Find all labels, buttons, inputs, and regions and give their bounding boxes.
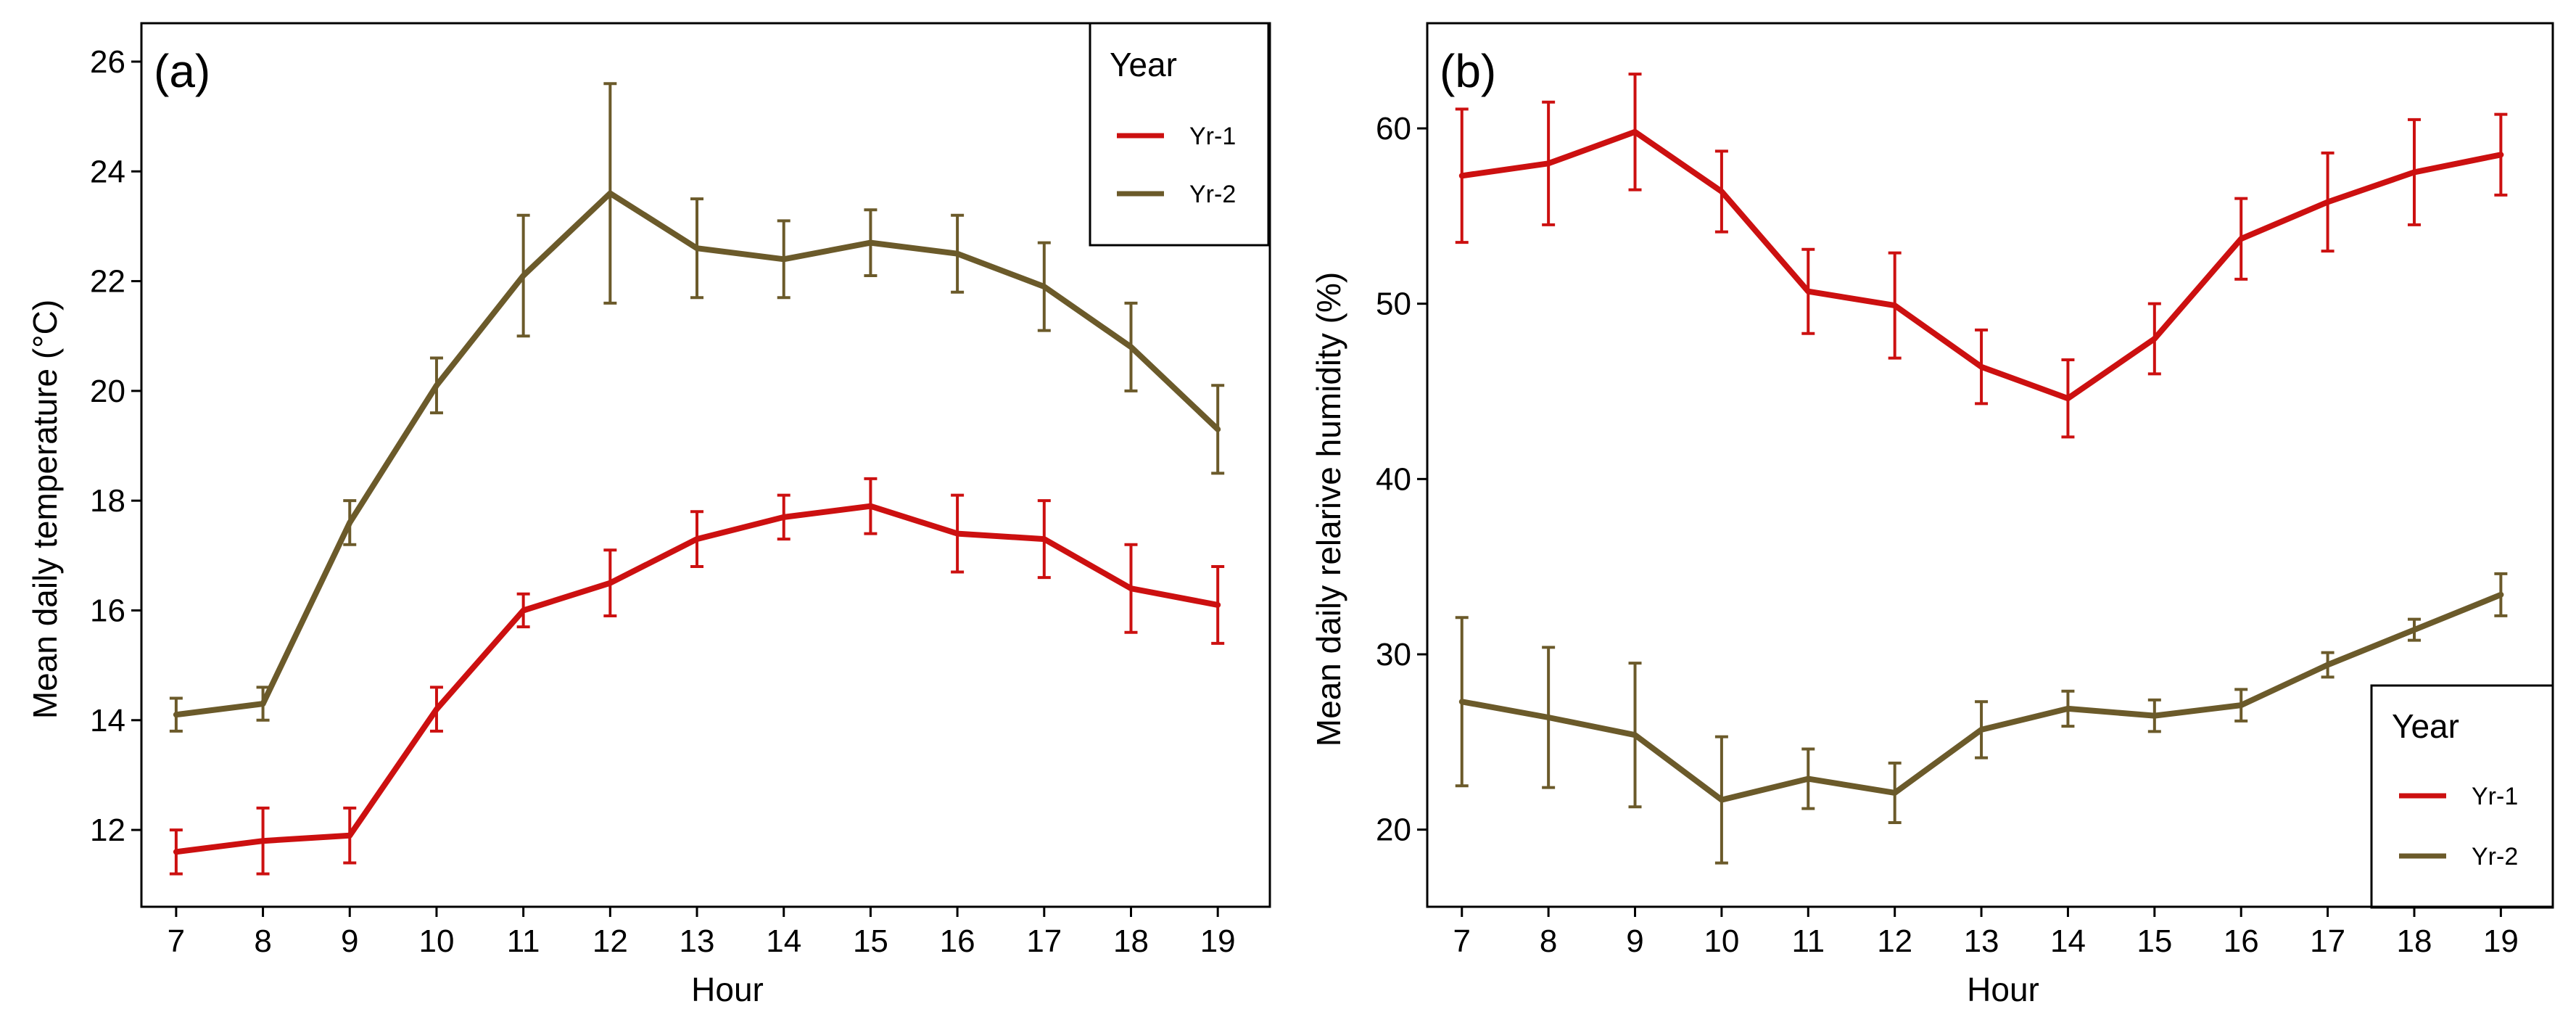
panel-a-x-tick-label: 8 xyxy=(254,923,271,959)
panel-b-legend-title: Year xyxy=(2392,707,2459,745)
panel-a-x-tick-label: 15 xyxy=(853,923,888,959)
panel-a-y-axis-title: Mean daily temperature (°C) xyxy=(26,300,64,719)
panel-a-legend: Year Yr-1 Yr-2 xyxy=(1089,22,1270,247)
panel-b-x-tick-label: 16 xyxy=(2224,923,2259,959)
panel-b-label: (b) xyxy=(1440,45,1496,97)
panel-a-y-tick-label: 12 xyxy=(90,812,125,848)
panel-a-x-tick-label: 13 xyxy=(680,923,715,959)
panel-a-x-tick-label: 16 xyxy=(940,923,975,959)
panel-b-yr2-series xyxy=(1455,572,2508,865)
panel-b-x-tick-label: 15 xyxy=(2137,923,2172,959)
panel-b-plot: 7 8 9 10 11 12 13 14 15 16 17 18 19 20 30 40 50 60 xyxy=(1376,22,2554,959)
panel-b-y-tick-label: 20 xyxy=(1376,812,1411,848)
panel-b-x-tick-label: 17 xyxy=(2310,923,2345,959)
panel-a-x-tick-label: 11 xyxy=(507,923,540,959)
panel-b-x-tick-label: 7 xyxy=(1453,923,1471,959)
panel-b-x-tick-label: 18 xyxy=(2397,923,2432,959)
panel-b-x-tick-label: 10 xyxy=(1704,923,1739,959)
panel-b-y-axis-title: Mean daily relarive humidity (%) xyxy=(1310,272,1347,746)
panel-b-yr1-line xyxy=(1458,128,2504,402)
panel-a-x-tick-label: 7 xyxy=(168,923,185,959)
panel-a-y-tick-label: 14 xyxy=(90,703,125,738)
panel-b-x-tick-label: 12 xyxy=(1877,923,1912,959)
panel-b-plot-frame xyxy=(1426,22,2554,908)
panel-b-y-tick-label: 30 xyxy=(1376,637,1411,672)
panel-b-legend: Year Yr-1 Yr-2 xyxy=(2370,684,2554,909)
panel-a-x-tick-label: 9 xyxy=(341,923,358,959)
panel-a-x-tick-label: 19 xyxy=(1200,923,1236,959)
panel-a-y-tick-label: 20 xyxy=(90,374,125,409)
panel-a-label: (a) xyxy=(154,45,210,97)
panel-b-y-tick-label: 60 xyxy=(1376,111,1411,147)
panel-a-y-tick-label: 26 xyxy=(90,44,125,80)
panel-a-yr1-line xyxy=(173,503,1221,855)
panel-a-y-tick-label: 18 xyxy=(90,483,125,519)
panel-a-x-axis-title: Hour xyxy=(691,971,764,1008)
panel-b-x-tick-label: 14 xyxy=(2050,923,2086,959)
panel-b-x-axis-title: Hour xyxy=(1967,971,2039,1008)
panel-a-legend-title: Year xyxy=(1110,46,1177,83)
panel-a-x-tick-label: 14 xyxy=(766,923,801,959)
plot-layer: 7 8 9 10 11 12 13 14 15 16 17 18 1912141618202224267… xyxy=(90,22,2554,959)
panel-a-legend-label-yr1: Yr-1 xyxy=(1189,123,1236,150)
panel-b-x-tick-label: 8 xyxy=(1540,923,1557,959)
panel-a-yr2-line xyxy=(173,190,1221,718)
panel-a-x-tick-label: 18 xyxy=(1113,923,1149,959)
panel-b-x-tick-label: 11 xyxy=(1791,923,1825,959)
panel-a-x-tick-label: 12 xyxy=(593,923,628,959)
panel-a-yr2-series xyxy=(169,82,1225,733)
panel-a-plot: 7 8 9 10 11 12 13 14 15 16 17 18 19 12 14 16 18 20 22 24 26 xyxy=(90,22,1271,959)
panel-b-x-tick-label: 19 xyxy=(2483,923,2519,959)
panel-a-y-tick-label: 24 xyxy=(90,154,125,189)
panel-b-y-tick-label: 40 xyxy=(1376,461,1411,497)
panel-b-legend-label-yr2: Yr-2 xyxy=(2472,843,2518,871)
panel-a-x-tick-label: 17 xyxy=(1026,923,1062,959)
panel-b-y-tick-label: 50 xyxy=(1376,287,1411,322)
panel-a-y-tick-label: 22 xyxy=(90,264,125,300)
panel-b-x-tick-label: 13 xyxy=(1964,923,1999,959)
panel-a-x-tick-label: 10 xyxy=(418,923,454,959)
panel-a-y-tick-label: 16 xyxy=(90,593,125,628)
panel-b-x-tick-label: 9 xyxy=(1626,923,1643,959)
panel-a-legend-label-yr2: Yr-2 xyxy=(1189,181,1236,208)
panel-b-legend-label-yr1: Yr-1 xyxy=(2472,783,2518,810)
panel-a-yr1-series xyxy=(169,477,1225,876)
panel-b-yr1-series xyxy=(1455,73,2508,439)
panel-a-plot-frame xyxy=(140,22,1271,908)
panel-b-yr2-line xyxy=(1458,591,2504,803)
